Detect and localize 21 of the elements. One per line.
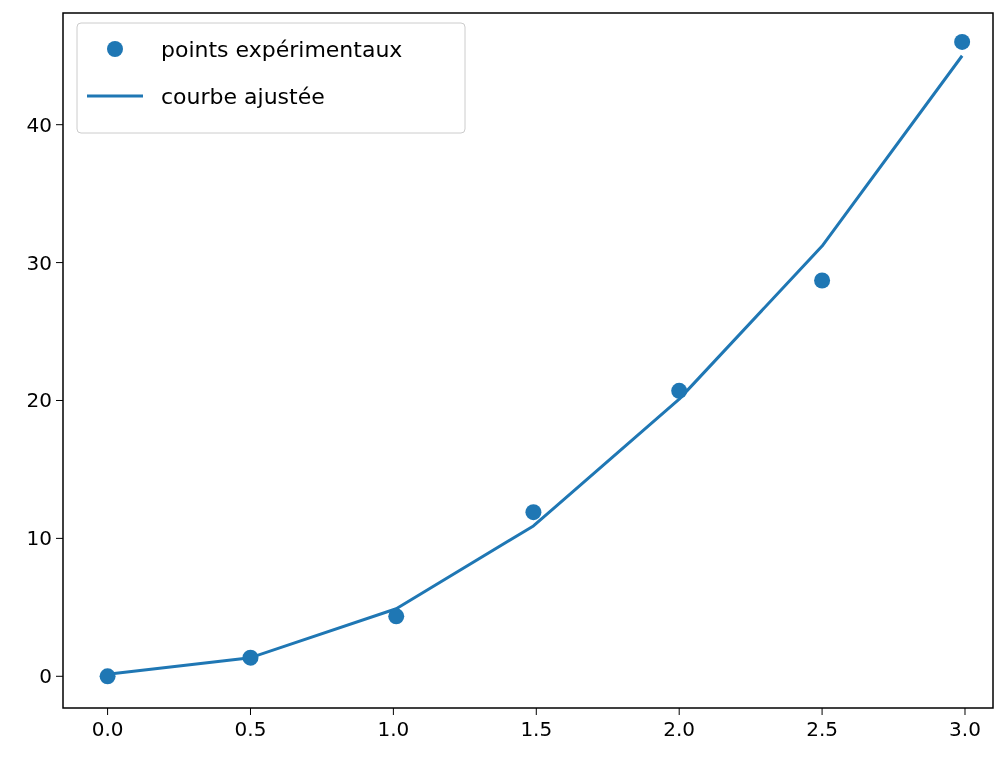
y-tick-label: 20 bbox=[26, 388, 52, 413]
point bbox=[242, 649, 259, 666]
x-tick-label: 3.0 bbox=[949, 717, 981, 741]
legend-label: points expérimentaux bbox=[161, 36, 403, 62]
y-tick-label: 30 bbox=[26, 250, 52, 275]
point bbox=[388, 608, 405, 625]
legend-label: courbe ajustée bbox=[161, 83, 325, 109]
x-tick-label: 0.5 bbox=[234, 717, 267, 741]
point bbox=[99, 668, 116, 685]
x-tick-label: 0.0 bbox=[91, 717, 124, 741]
x-tick-label: 2.5 bbox=[806, 717, 838, 741]
point bbox=[814, 272, 831, 289]
x-tick-label: 2.0 bbox=[663, 717, 696, 741]
y-tick-label: 0 bbox=[39, 664, 52, 689]
point bbox=[954, 33, 971, 50]
y-tick-label: 40 bbox=[26, 112, 52, 137]
point bbox=[525, 504, 542, 521]
x-tick-label: 1.0 bbox=[377, 717, 410, 741]
y-tick-label: 10 bbox=[26, 526, 52, 551]
point bbox=[671, 382, 688, 399]
x-tick-label: 1.5 bbox=[520, 717, 553, 741]
